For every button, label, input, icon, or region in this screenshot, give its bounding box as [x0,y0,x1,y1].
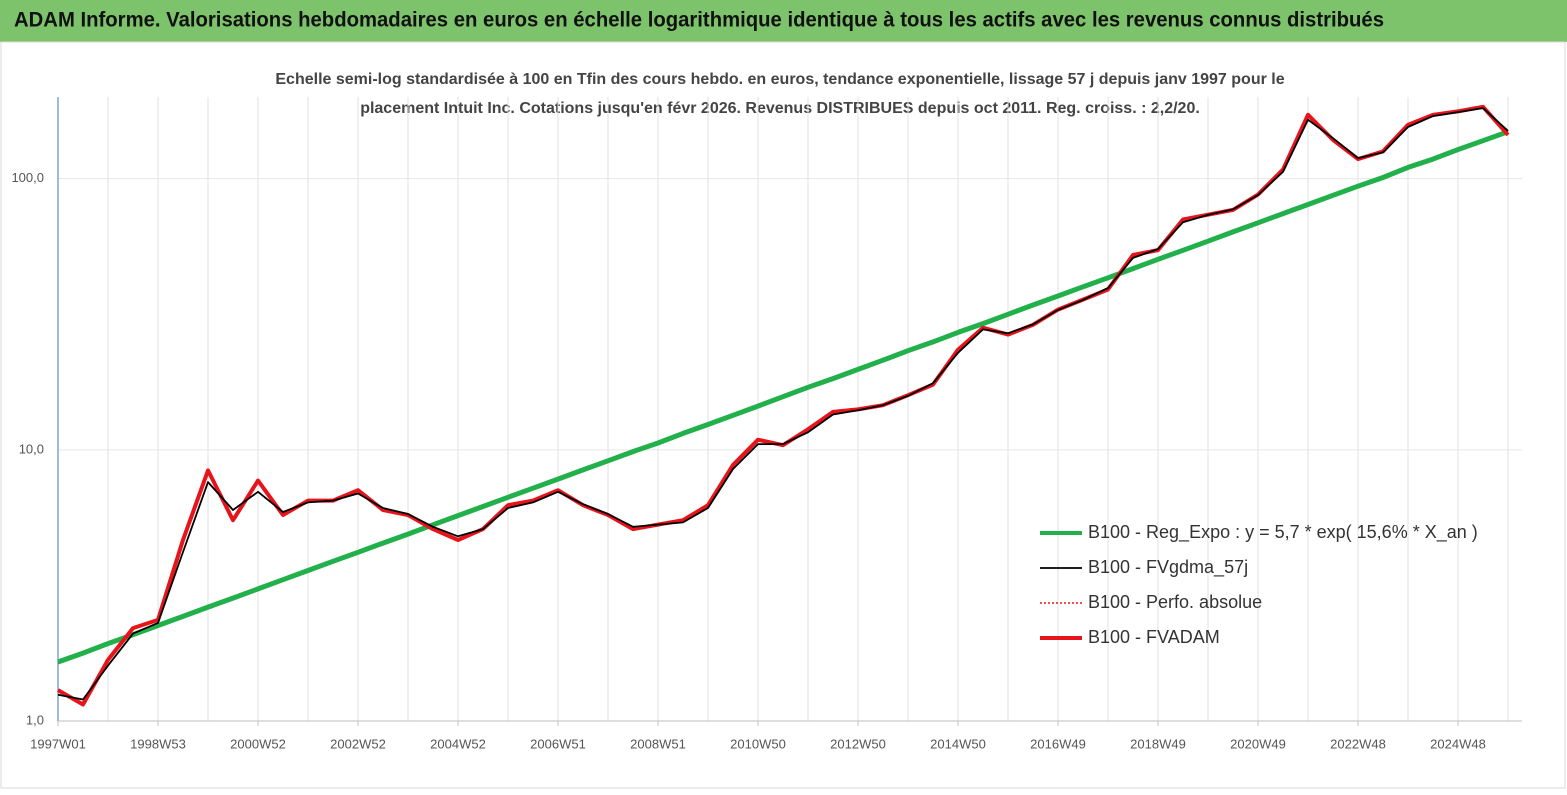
x-tick-label: 2020W49 [1230,736,1286,751]
x-tick-label: 2014W50 [930,736,986,751]
x-tick-label: 2006W51 [530,736,586,751]
chart-subtitle: placement Intuit Inc. Cotations jusqu'en… [360,100,1200,117]
chart-border [0,41,1566,789]
chart-subtitle: Echelle semi-log standardisée à 100 en T… [275,71,1284,88]
y-tick-label: 100,0 [11,170,44,185]
x-tick-label: 2022W48 [1330,736,1386,751]
legend: B100 - Reg_Expo : y = 5,7 * exp( 15,6% *… [1040,522,1478,647]
y-tick-label: 10,0 [19,441,44,456]
chart-title: ADAM Informe. Valorisations hebdomadaire… [14,9,1384,32]
x-tick-label: 2012W50 [830,736,886,751]
x-tick-label: 2016W49 [1030,736,1086,751]
x-tick-label: 2002W52 [330,736,386,751]
series-line [57,129,1509,665]
x-tick-label: 1997W01 [30,736,86,751]
legend-label: B100 - Reg_Expo : y = 5,7 * exp( 15,6% *… [1088,522,1478,543]
legend-label: B100 - FVADAM [1088,627,1220,647]
series-line [57,107,1509,701]
x-tick-label: 2010W50 [730,736,786,751]
x-tick-label: 2024W48 [1430,736,1486,751]
x-tick-label: 2004W52 [430,736,486,751]
title-bar [0,0,1567,42]
legend-label: B100 - FVgdma_57j [1088,557,1248,578]
legend-label: B100 - Perfo. absolue [1088,592,1262,612]
series-line [57,104,1510,707]
x-tick-label: 1998W53 [130,736,186,751]
x-tick-label: 2000W52 [230,736,286,751]
plot-area [57,104,1510,707]
x-tick-label: 2008W51 [630,736,686,751]
grid: 1,0 10,0 100,0 1997W01 1998W53 2000W52 2002W52… [11,97,1522,751]
series-line [57,106,1509,706]
y-tick-label: 1,0 [26,712,44,727]
x-tick-label: 2018W49 [1130,736,1186,751]
